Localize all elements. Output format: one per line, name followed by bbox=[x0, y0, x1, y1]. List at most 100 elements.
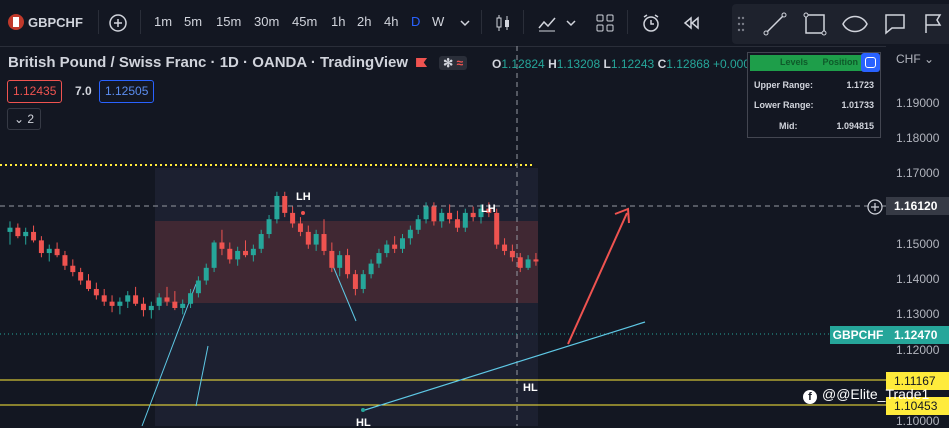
candle-body bbox=[140, 303, 146, 311]
range-key: Lower Range: bbox=[754, 100, 814, 110]
chevron-down-icon[interactable] bbox=[454, 12, 476, 34]
candle-body bbox=[368, 263, 374, 275]
indicators-icon[interactable] bbox=[536, 12, 558, 34]
watermark-text: @@Elite_Trade1 bbox=[822, 386, 930, 402]
indicators-toggle[interactable]: ⌄ 2 bbox=[7, 108, 42, 130]
candle-body bbox=[227, 248, 233, 260]
shape-icon[interactable] bbox=[840, 11, 870, 37]
drag-handle-icon[interactable] bbox=[736, 15, 746, 33]
range-value: 1.01733 bbox=[841, 100, 874, 110]
candle-body bbox=[117, 301, 123, 306]
interval-1h[interactable]: 1h bbox=[331, 14, 346, 29]
candle-body bbox=[274, 195, 280, 220]
settings-toggle-icon[interactable] bbox=[861, 53, 880, 72]
trend-line-icon[interactable] bbox=[762, 11, 788, 37]
divider bbox=[627, 10, 628, 34]
candle-body bbox=[313, 234, 319, 245]
buy-button[interactable]: 1.12505 bbox=[99, 80, 155, 103]
price-axis[interactable]: CHF ⌄ bbox=[886, 46, 949, 426]
symbol-search-button[interactable]: GBPCHF bbox=[8, 14, 83, 30]
candle-body bbox=[23, 231, 29, 237]
level-price-tag-2: 1.10453 bbox=[886, 397, 949, 415]
chevron-down-icon[interactable] bbox=[560, 12, 582, 34]
chevron-down-icon: ⌄ bbox=[14, 112, 25, 126]
rectangle-icon[interactable] bbox=[802, 11, 828, 37]
candle-body bbox=[525, 259, 531, 268]
interval-1m[interactable]: 1m bbox=[154, 14, 173, 29]
candle-body bbox=[376, 253, 382, 264]
layouts-icon[interactable] bbox=[594, 12, 616, 34]
candle-body bbox=[62, 255, 68, 266]
divider bbox=[98, 10, 99, 34]
interval-d[interactable]: D bbox=[411, 14, 421, 29]
top-toolbar: GBPCHF 1m 5m 15m 30m 45m 1h 2h 4h D W bbox=[0, 0, 949, 47]
divider bbox=[481, 10, 482, 34]
candle-body bbox=[400, 238, 405, 249]
flag-marker-icon[interactable] bbox=[416, 58, 428, 67]
interval-30m[interactable]: 30m bbox=[254, 14, 280, 29]
ascending-trendline bbox=[364, 321, 646, 411]
divider bbox=[523, 10, 524, 34]
candle-body bbox=[517, 257, 523, 268]
currency-selector[interactable]: CHF ⌄ bbox=[896, 52, 934, 66]
forecast-arrow bbox=[567, 212, 628, 345]
high-value: 1.13208 bbox=[556, 57, 601, 71]
flag-tool-icon[interactable] bbox=[920, 11, 946, 37]
candle-body bbox=[360, 274, 366, 289]
alert-icon[interactable] bbox=[640, 12, 662, 34]
interval-4h[interactable]: 4h bbox=[384, 14, 399, 29]
spread-value: 7.0 bbox=[75, 84, 92, 98]
callout-icon[interactable] bbox=[882, 11, 908, 37]
candle-body bbox=[86, 280, 91, 289]
range-row-upper: Upper Range: 1.1723 bbox=[754, 80, 874, 94]
candle-body bbox=[195, 280, 201, 294]
change-value: +0.000 bbox=[712, 57, 751, 71]
sell-button[interactable]: 1.12435 bbox=[7, 80, 63, 103]
candle-body bbox=[31, 231, 37, 241]
add-symbol-icon[interactable] bbox=[107, 12, 129, 34]
candle-body bbox=[38, 240, 44, 254]
label-lh-2: LH bbox=[481, 203, 496, 215]
candles-icon[interactable] bbox=[492, 12, 514, 34]
price-chart[interactable]: LH LH HL HL bbox=[0, 46, 886, 426]
candle-body bbox=[305, 231, 311, 245]
interval-15m[interactable]: 15m bbox=[216, 14, 242, 29]
snowflake-icon[interactable]: ✻ ≈ bbox=[439, 56, 468, 70]
last-price-tag: 1.12470 bbox=[886, 326, 949, 344]
lh-marker bbox=[301, 211, 305, 215]
axis-label: 1.19000 bbox=[896, 96, 940, 110]
candle-body bbox=[15, 227, 21, 237]
candle-body bbox=[164, 297, 170, 302]
candle-body bbox=[46, 248, 52, 254]
watermark: f @@Elite_Trade1 bbox=[803, 386, 929, 404]
flag-icon bbox=[8, 14, 24, 30]
candle-body bbox=[172, 301, 178, 308]
interval-2h[interactable]: 2h bbox=[357, 14, 372, 29]
candle-body bbox=[133, 295, 139, 304]
candle-body bbox=[156, 297, 162, 306]
candle-body bbox=[462, 212, 468, 228]
trendline-2 bbox=[195, 345, 209, 407]
interval-w[interactable]: W bbox=[432, 14, 445, 29]
candle-body bbox=[454, 219, 460, 228]
close-value: 1.12868 bbox=[666, 57, 710, 71]
candle-body bbox=[266, 219, 272, 235]
indicators-count: 2 bbox=[27, 112, 35, 126]
symbol-description: British Pound / Swiss Franc · 1D · OANDA… bbox=[8, 54, 409, 71]
add-alert-icon[interactable] bbox=[866, 198, 884, 216]
forecast-arrow-head bbox=[614, 207, 630, 224]
trendline-3 bbox=[332, 265, 357, 322]
candle-body bbox=[70, 265, 76, 273]
close-label: C bbox=[657, 57, 667, 71]
candle-body bbox=[337, 255, 343, 268]
axis-label: 1.10000 bbox=[896, 414, 940, 428]
candle-body bbox=[415, 219, 421, 230]
candle-body bbox=[392, 244, 398, 249]
candle-body bbox=[345, 255, 351, 275]
interval-45m[interactable]: 45m bbox=[292, 14, 318, 29]
candle-body bbox=[101, 295, 107, 302]
drawing-toolbar bbox=[732, 4, 949, 44]
interval-5m[interactable]: 5m bbox=[184, 14, 203, 29]
replay-icon[interactable] bbox=[680, 12, 702, 34]
candle-body bbox=[282, 195, 288, 213]
